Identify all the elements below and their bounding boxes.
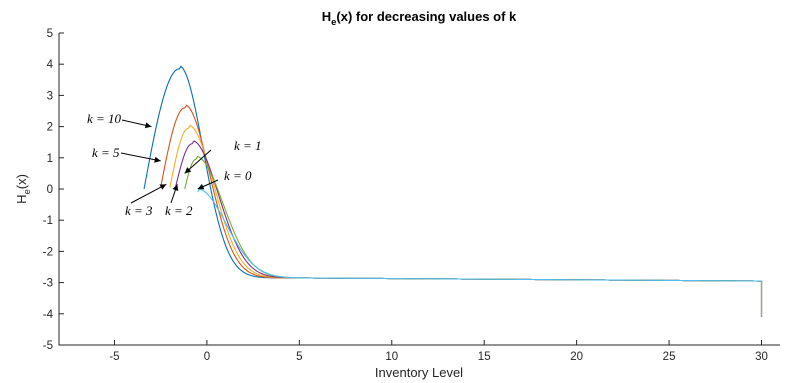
annotation-label: k = 2 xyxy=(165,203,193,218)
y-axis-label: He(x) xyxy=(14,174,33,204)
y-tick-label: -4 xyxy=(43,309,54,321)
annotation-label: k = 5 xyxy=(92,145,120,160)
x-tick-label: 20 xyxy=(570,351,583,363)
y-tick-label: -2 xyxy=(43,246,53,258)
annotation-label: k = 1 xyxy=(234,138,262,153)
y-tick-label: 5 xyxy=(47,28,53,40)
annotation-layer: k = 10 k = 5 k = 3 k = 2 k = 1 k = 0 xyxy=(87,111,262,218)
x-tick-label: 0 xyxy=(204,351,210,363)
annotation-label: k = 0 xyxy=(224,168,252,183)
plot-background xyxy=(59,33,780,345)
annotation-label: k = 3 xyxy=(125,203,153,218)
annotation-arrowhead xyxy=(159,184,167,190)
annotation-arrowhead xyxy=(144,122,152,129)
title-sub: e xyxy=(331,17,336,28)
ylabel-rest: (x) xyxy=(14,174,29,189)
chart-title: He(x) for decreasing values of k xyxy=(322,9,517,28)
x-tick-label: -5 xyxy=(109,351,119,363)
y-tick-label: 1 xyxy=(47,153,53,165)
x-tick-label: 15 xyxy=(478,351,491,363)
y-tick-label: 4 xyxy=(47,59,54,71)
annotation-arrowhead xyxy=(154,156,161,163)
ylabel-main: H xyxy=(14,195,29,204)
x-axis-label: Inventory Level xyxy=(375,365,463,380)
annotation-label: k = 10 xyxy=(87,111,122,126)
annotation-arrowhead xyxy=(172,184,179,191)
ylabel-sub: e xyxy=(22,189,33,194)
x-tick-label: 5 xyxy=(296,351,302,363)
y-tick-label: -3 xyxy=(43,278,53,290)
annotation-arrowhead xyxy=(184,167,192,174)
annotation-arrow xyxy=(120,152,161,162)
x-tick-label: 25 xyxy=(663,351,676,363)
y-tick-label: 2 xyxy=(47,122,53,134)
series-line xyxy=(197,188,763,317)
annotation-arrow xyxy=(130,183,167,204)
axes-layer: -5 0 5 10 15 20 25 30 -5 -4 -3 -2 -1 0 1 2 3 4 5 xyxy=(43,28,780,363)
series-layer xyxy=(143,65,763,317)
y-tick-label: -5 xyxy=(43,340,53,352)
title-rest: (x) for decreasing values of k xyxy=(336,9,517,24)
title-main: H xyxy=(322,9,331,24)
y-tick-label: -1 xyxy=(43,215,53,227)
y-tick-label: 3 xyxy=(47,90,53,102)
x-tick-label: 30 xyxy=(755,351,768,363)
annotation-arrowhead xyxy=(197,183,205,190)
y-tick-label: 0 xyxy=(47,184,53,196)
x-tick-label: 10 xyxy=(385,351,398,363)
